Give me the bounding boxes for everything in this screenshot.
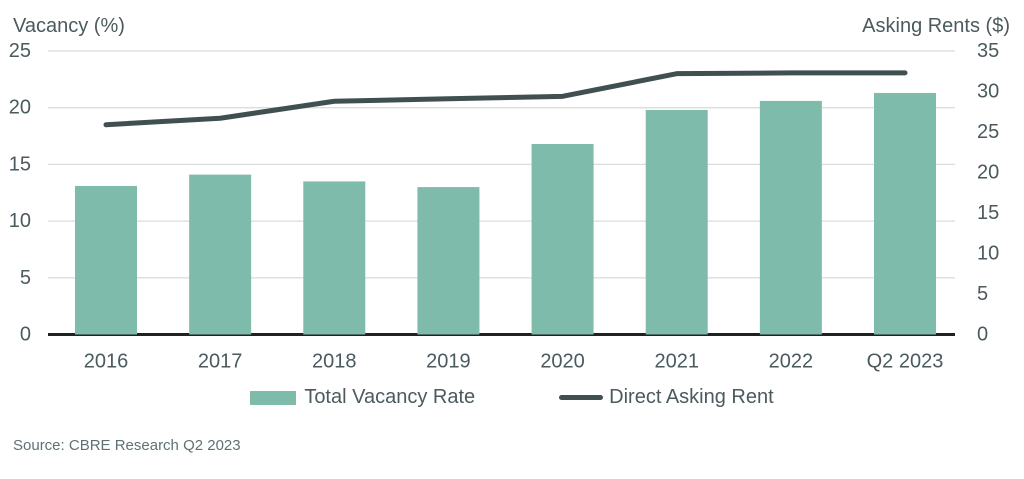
y-axis-right-tick-label: 5 (977, 283, 988, 305)
legend-item-rent: Direct Asking Rent (559, 386, 774, 409)
vacancy-bar (75, 185, 137, 335)
legend-item-vacancy: Total Vacancy Rate (250, 386, 475, 409)
y-axis-left-tick-label: 10 (9, 210, 31, 232)
legend-label-rent: Direct Asking Rent (609, 386, 774, 408)
y-axis-right-tick-label: 20 (977, 162, 999, 184)
y-axis-left-tick-label: 20 (9, 97, 31, 119)
line-swatch-icon (559, 395, 604, 400)
asking-rent-line (103, 70, 908, 128)
vacancy-bar (303, 181, 366, 335)
y-axis-left-tick-label: 0 (20, 324, 31, 346)
x-axis-label: 2022 (769, 351, 814, 373)
x-axis-label: Q2 2023 (867, 351, 944, 373)
vacancy-bar (189, 174, 252, 335)
y-axis-right-tick-label: 15 (977, 202, 999, 224)
vacancy-bar (531, 143, 594, 335)
legend-label-vacancy: Total Vacancy Rate (304, 386, 476, 408)
vacancy-bar (874, 92, 936, 335)
x-axis-label: 2020 (540, 351, 585, 373)
y-axis-right-tick-label: 10 (977, 243, 999, 265)
bar-swatch-icon (250, 390, 297, 405)
y-axis-right-tick-label: 30 (977, 81, 999, 103)
y-axis-right-tick-label: 0 (977, 324, 988, 346)
x-axis-label: 2017 (198, 351, 243, 373)
right-axis-title: Asking Rents ($) (862, 15, 1010, 37)
y-axis-right-tick-label: 35 (977, 40, 999, 62)
vacancy-bar (759, 100, 822, 335)
x-axis-label: 2016 (84, 351, 129, 373)
y-axis-right-tick-label: 25 (977, 121, 999, 143)
source-note: Source: CBRE Research Q2 2023 (13, 437, 241, 454)
vacancy-bar (417, 187, 480, 335)
y-axis-left-tick-label: 25 (9, 40, 31, 62)
axis-titles-row: Vacancy (%) Asking Rents ($) (0, 0, 1024, 38)
y-axis-left-tick-label: 15 (9, 153, 31, 175)
chart-legend: Total Vacancy Rate Direct Asking Rent (0, 386, 1024, 409)
vacancy-bar (645, 109, 708, 335)
left-axis-title: Vacancy (%) (13, 15, 125, 37)
x-axis-label: 2019 (426, 351, 471, 373)
chart-plot: 25 20 15 10 5 0 35 30 25 20 15 10 5 0 2016 2017 2018 2019… (9, 40, 1000, 373)
x-axis-label: 2021 (654, 351, 699, 373)
x-axis-label: 2018 (312, 351, 357, 373)
y-axis-left-tick-label: 5 (20, 267, 31, 289)
